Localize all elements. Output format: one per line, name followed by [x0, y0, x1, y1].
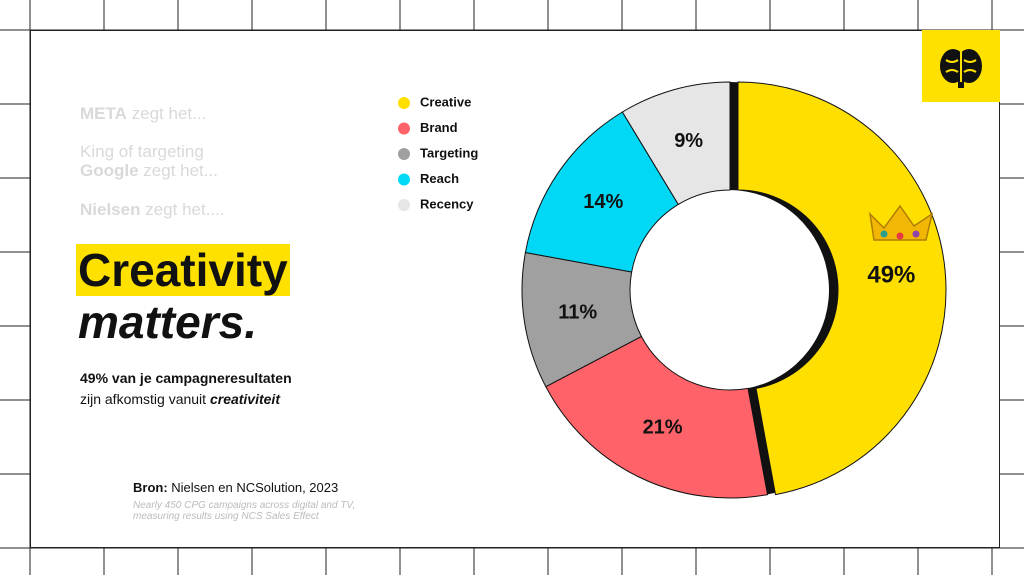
crown-gem — [896, 232, 904, 240]
legend-label: Reach — [420, 171, 459, 186]
crown-gem — [880, 230, 888, 238]
legend-label: Recency — [420, 196, 474, 211]
slice-label: 49% — [867, 261, 915, 288]
slice-label: 11% — [558, 301, 597, 323]
slice-label: 21% — [643, 417, 683, 439]
slice-label: 14% — [583, 191, 623, 213]
slice — [737, 81, 947, 496]
source: Bron: Nielsen en NCSolution, 2023 — [133, 480, 339, 495]
slice — [621, 81, 731, 206]
slice — [545, 335, 769, 499]
faded-line: META zegt het... — [80, 104, 207, 123]
legend-swatch — [398, 173, 410, 186]
legend-swatch — [398, 97, 410, 109]
crown-gem — [912, 230, 920, 238]
headline: matters. — [78, 296, 257, 348]
statement: zijn afkomstig vanuit creativiteit — [80, 391, 280, 407]
headline: Creativity — [76, 244, 290, 296]
note: Nearly 450 CPG campaigns across digital … — [133, 500, 356, 511]
legend-label: Creative — [420, 94, 471, 109]
legend-swatch — [398, 122, 410, 135]
legend-swatch — [398, 199, 410, 211]
slice-label: 9% — [674, 130, 703, 152]
faded-line: King of targeting — [80, 142, 204, 161]
note: measuring results using NCS Sales Effect — [133, 511, 319, 522]
faded-line: Google zegt het... — [80, 161, 218, 180]
faded-line: Nielsen zegt het.... — [80, 200, 225, 219]
brain-icon — [922, 30, 1000, 102]
headline-highlight: Creativity — [76, 244, 290, 296]
legend-swatch — [398, 148, 410, 160]
legend-label: Brand — [420, 120, 458, 135]
legend-label: Targeting — [420, 145, 478, 160]
statement: 49% van je campagneresultaten — [80, 370, 292, 386]
